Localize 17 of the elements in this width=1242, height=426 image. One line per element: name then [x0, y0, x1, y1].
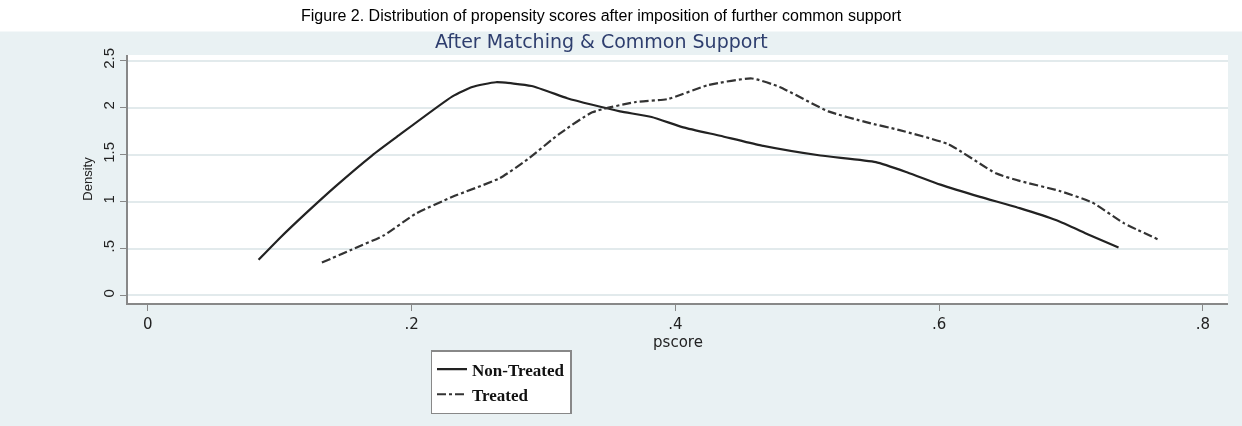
x-axis-title: pscore — [653, 333, 703, 351]
x-tick-label: 0 — [143, 315, 153, 333]
y-tick-label: 1 — [100, 195, 117, 204]
chart-subtitle: After Matching & Common Support — [435, 30, 768, 52]
y-axis-title: Density — [80, 156, 96, 201]
chart-title: Figure 2. Distribution of propensity scores after imposition of further common support — [301, 7, 902, 24]
legend-label: Non-Treated — [472, 360, 565, 380]
x-tick-label: .6 — [931, 315, 947, 333]
y-tick-label: 2 — [100, 101, 117, 110]
y-tick-label: 0 — [100, 289, 117, 298]
y-tick-label: 1.5 — [100, 141, 117, 163]
x-tick-label: .2 — [404, 315, 419, 333]
x-tick-label: .8 — [1195, 315, 1211, 333]
y-tick-label: 2.5 — [100, 47, 117, 69]
legend-label: Treated — [472, 385, 529, 405]
y-tick-label: .5 — [100, 240, 117, 253]
x-tick-label: .4 — [668, 315, 683, 333]
